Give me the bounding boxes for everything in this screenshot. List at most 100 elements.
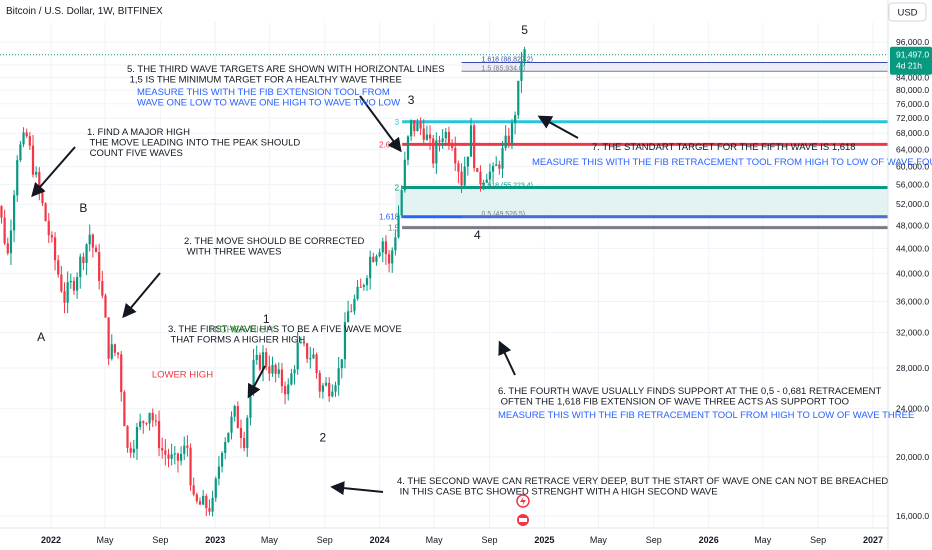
annotation-text: MEASURE THIS WITH THE FIB RETRACEMENT TO… bbox=[532, 157, 932, 168]
candle-body bbox=[9, 230, 13, 254]
candle-body bbox=[504, 135, 507, 149]
price-tick-label: 32,000.0 bbox=[896, 328, 929, 338]
candle-body bbox=[463, 166, 466, 186]
fib-level-label: 0.5 (49,526.5) bbox=[482, 211, 526, 218]
candle-body bbox=[82, 256, 85, 264]
candle-body bbox=[154, 420, 157, 422]
candle-body bbox=[85, 244, 88, 264]
candle-body bbox=[211, 497, 214, 512]
candle-body bbox=[337, 368, 340, 386]
annotation-line: THAT FORMS A HIGHER HIGH bbox=[168, 335, 305, 346]
candle-body bbox=[145, 423, 148, 425]
annotation-line: 5. THE THIRD WAVE TARGETS ARE SHOWN WITH… bbox=[127, 64, 445, 75]
annotation-line: WITH THREE WAVES bbox=[184, 247, 281, 258]
candle-body bbox=[517, 80, 520, 116]
annotation-line: THE MOVE LEADING INTO THE PEAK SHOULD bbox=[87, 138, 300, 149]
chart-header: Bitcoin / U.S. Dollar, 1W, BITFINEX bbox=[6, 6, 163, 17]
candle-body bbox=[233, 405, 236, 417]
candle-body bbox=[375, 256, 378, 262]
candle-body bbox=[312, 354, 315, 359]
time-axis[interactable]: 2022 May Sep 2023 May Sep 2024 May Sep 2025 May Sep… bbox=[0, 527, 888, 545]
price-tick-label: 52,000.0 bbox=[896, 199, 929, 209]
annotation-text: 2. THE MOVE SHOULD BE CORRECTED WITH THR… bbox=[184, 236, 364, 258]
candle-body bbox=[129, 447, 132, 453]
candle-body bbox=[104, 295, 107, 318]
candle-body bbox=[19, 144, 22, 161]
wave-label: LOWER HIGH bbox=[152, 370, 213, 381]
candle-body bbox=[22, 132, 25, 145]
candle-body bbox=[198, 501, 202, 505]
candle-body bbox=[214, 478, 217, 498]
annotation-line: 1,5 IS THE MINIMUM TARGET FOR A HEALTHY … bbox=[127, 75, 402, 86]
price-tick-label: 24,000.0 bbox=[896, 404, 929, 414]
price-tick-label: 80,000.0 bbox=[896, 85, 929, 95]
candle-body bbox=[249, 391, 252, 418]
candle-body bbox=[192, 485, 195, 495]
candle-body bbox=[41, 191, 44, 204]
candle-body bbox=[343, 322, 347, 360]
annotation-text: 3. THE FIRST WAVE HAS TO BE A FIVE WAVE … bbox=[168, 324, 402, 346]
candle-body bbox=[208, 508, 211, 512]
candle-body bbox=[454, 147, 457, 164]
candle-body bbox=[72, 280, 76, 291]
candle-body bbox=[365, 278, 369, 286]
candle-body bbox=[299, 342, 302, 344]
candle-body bbox=[227, 432, 230, 442]
currency-button-label[interactable]: USD bbox=[897, 8, 917, 19]
candle-body bbox=[473, 125, 476, 169]
currency-button[interactable]: USD bbox=[888, 2, 927, 22]
annotation-arrow bbox=[31, 146, 76, 198]
candle-body bbox=[476, 168, 479, 172]
candle-body bbox=[347, 311, 350, 323]
candle-body bbox=[69, 280, 72, 283]
price-tick-label: 72,000.0 bbox=[896, 113, 929, 123]
time-tick-label: May bbox=[426, 535, 444, 545]
price-axis[interactable]: 16,000.0 20,000.0 24,000.0 28,000.0 32,000.0… bbox=[887, 0, 932, 550]
candle-body bbox=[507, 135, 510, 145]
price-tick-label: 84,000.0 bbox=[896, 72, 929, 82]
annotation-text: 4. THE SECOND WAVE CAN RETRACE VERY DEEP… bbox=[397, 476, 888, 498]
candle-body bbox=[6, 243, 9, 254]
candle-body bbox=[217, 466, 221, 479]
time-tick-label: 2026 bbox=[699, 535, 719, 545]
candle-body bbox=[457, 163, 460, 172]
symbol-title: Bitcoin / U.S. Dollar, 1W, BITFINEX bbox=[6, 6, 163, 17]
price-tick-label: 28,000.0 bbox=[896, 363, 929, 373]
candle-body bbox=[296, 342, 299, 370]
candle-body bbox=[479, 171, 482, 185]
annotation-arrow bbox=[330, 481, 384, 496]
candle-body bbox=[485, 179, 488, 183]
candle-body bbox=[139, 421, 142, 427]
candle-body bbox=[161, 448, 164, 451]
wave-label: A bbox=[37, 330, 45, 344]
price-tick-label: 64,000.0 bbox=[896, 144, 929, 154]
candle-body bbox=[50, 235, 54, 238]
annotation-text: MEASURE THIS WITH THE FIB RETRACEMENT TO… bbox=[498, 410, 914, 421]
last-price-badge[interactable] bbox=[890, 46, 932, 75]
candle-body bbox=[331, 391, 334, 397]
candle-body bbox=[277, 369, 280, 374]
candle-body bbox=[79, 256, 82, 278]
time-tick-label: Sep bbox=[810, 535, 826, 545]
candlestick-series bbox=[0, 46, 526, 517]
candle-body bbox=[98, 252, 101, 282]
candle-body bbox=[290, 373, 293, 385]
candle-body bbox=[318, 372, 321, 392]
countdown-label: 4d 21h bbox=[896, 61, 922, 71]
candle-body bbox=[261, 352, 265, 370]
candle-body bbox=[362, 285, 365, 287]
candle-body bbox=[164, 450, 167, 455]
candle-body bbox=[293, 369, 296, 374]
candle-body bbox=[324, 382, 328, 386]
currency-button-frame[interactable] bbox=[888, 2, 927, 22]
time-tick-label: 2023 bbox=[205, 535, 225, 545]
candle-body bbox=[302, 342, 306, 344]
candle-body bbox=[523, 49, 526, 62]
candle-body bbox=[491, 165, 495, 172]
candle-body bbox=[419, 122, 422, 129]
event-markers[interactable] bbox=[516, 494, 530, 526]
candle-body bbox=[428, 134, 432, 139]
